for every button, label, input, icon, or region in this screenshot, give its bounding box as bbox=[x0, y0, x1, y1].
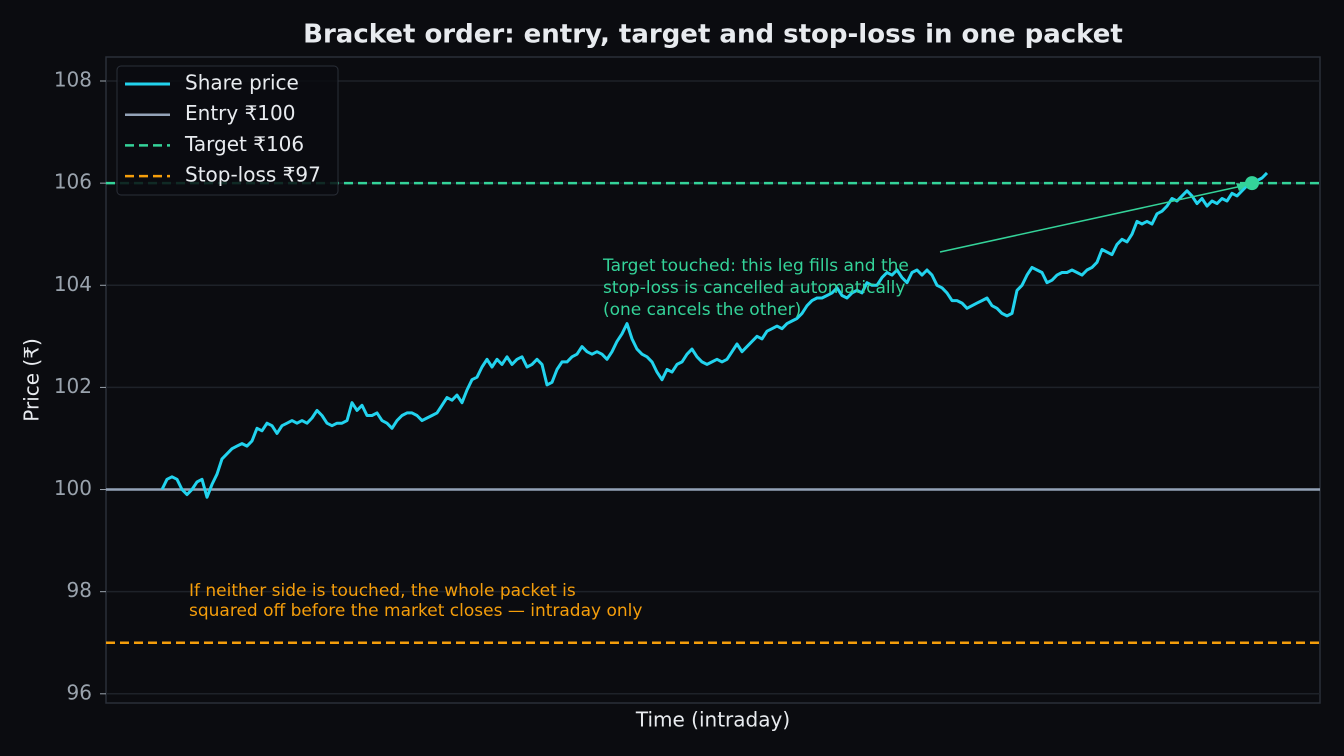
annotation: Target touched: this leg fills and the bbox=[602, 256, 909, 276]
legend-label: Stop-loss ₹97 bbox=[185, 163, 321, 187]
y-tick-label: 108 bbox=[54, 68, 92, 92]
annotation: If neither side is touched, the whole pa… bbox=[189, 581, 576, 601]
overlay: Target touched: this leg fills and thest… bbox=[116, 65, 1259, 621]
y-axis-label: Price (₹) bbox=[20, 338, 44, 421]
price-line bbox=[160, 171, 1269, 499]
legend-label: Share price bbox=[185, 71, 299, 95]
arrow-head bbox=[1236, 183, 1248, 192]
legend-label: Target ₹106 bbox=[184, 132, 304, 156]
x-axis-label: Time (intraday) bbox=[635, 708, 790, 732]
annotation-arrow bbox=[939, 184, 1247, 253]
y-tick-label: 100 bbox=[54, 476, 92, 500]
y-tick-label: 104 bbox=[54, 272, 92, 296]
annotation: stop-loss is cancelled automatically bbox=[603, 278, 905, 298]
target-hit-marker bbox=[1245, 176, 1259, 191]
annotation: (one cancels the other) bbox=[603, 300, 801, 320]
chart-title: Bracket order: entry, target and stop-lo… bbox=[303, 20, 1123, 50]
legend-label: Entry ₹100 bbox=[185, 101, 295, 125]
legend-box bbox=[116, 65, 339, 196]
annotation: squared off before the market closes — i… bbox=[189, 601, 642, 621]
y-tick-label: 96 bbox=[67, 680, 92, 704]
y-tick-label: 98 bbox=[67, 578, 92, 602]
y-tick-label: 106 bbox=[54, 170, 92, 194]
y-tick-label: 102 bbox=[54, 374, 92, 398]
